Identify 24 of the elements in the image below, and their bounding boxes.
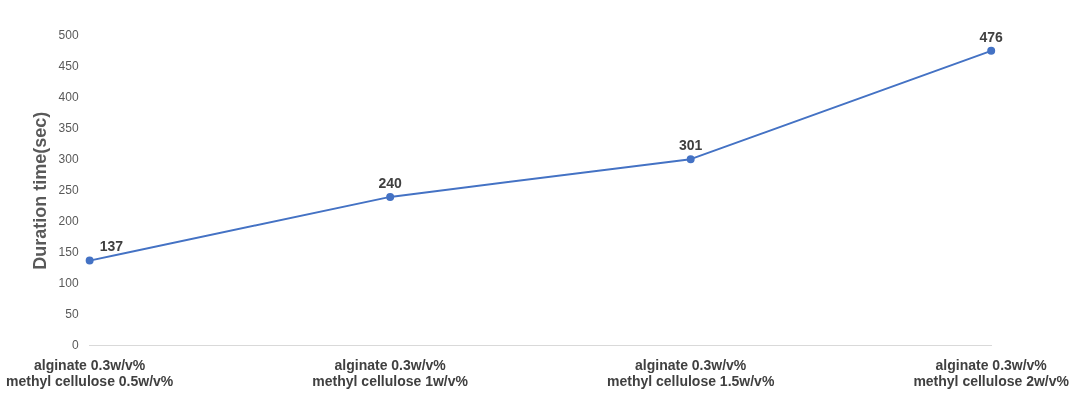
point [85,256,94,265]
x-tick-label: alginate 0.3w/v% methyl cellulose 0.5w/v% [6,356,174,390]
data-label: 476 [979,28,1004,45]
y-tick-label: 350 [58,121,79,136]
y-tick-label: 250 [58,183,79,198]
data-label: 240 [378,174,403,191]
y-tick-label: 450 [58,59,79,74]
point [987,46,996,55]
y-tick-label: 150 [58,244,79,259]
y-tick-label: 200 [58,213,79,228]
data-label: 301 [679,137,703,153]
x-tick-label: alginate 0.3w/v% methyl cellulose 1.5w/v% [607,356,775,390]
point [386,192,395,201]
point [686,155,695,164]
x-tick-label: alginate 0.3w/v% methyl cellulose 1w/v% [312,356,469,390]
data-label: 137 [99,238,124,255]
y-tick-label: 0 [71,337,79,352]
x-tick-label: alginate 0.3w/v% methyl cellulose 2w/v% [913,356,1070,390]
y-tick-label: 500 [58,28,79,43]
y-tick-label: 400 [58,90,79,105]
y-tick-label: 300 [58,152,79,167]
y-axis-title: Duration time(sec) [29,111,50,270]
y-tick-label: 50 [65,306,79,321]
y-tick-label: 100 [58,275,79,290]
